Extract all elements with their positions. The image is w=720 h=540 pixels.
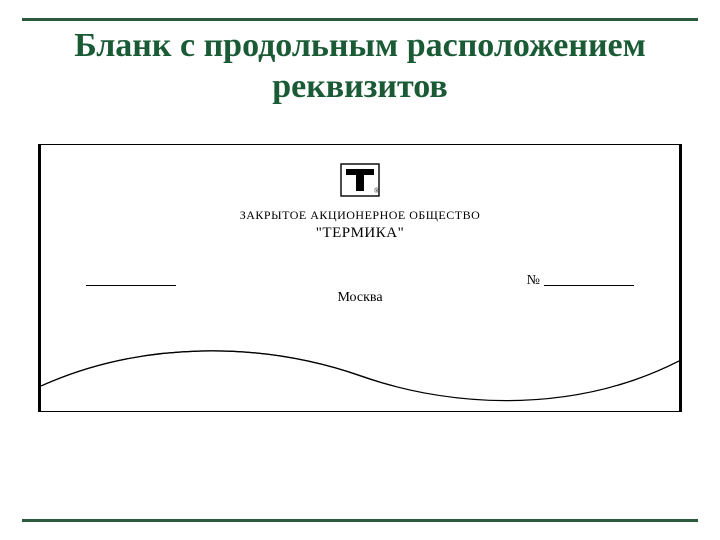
logo-container: ® <box>38 145 682 202</box>
document-inner: ® ЗАКРЫТОЕ АКЦИОНЕРНОЕ ОБЩЕСТВО "ТЕРМИКА… <box>38 145 682 411</box>
svg-text:®: ® <box>374 187 380 195</box>
torn-edge-wave <box>41 331 679 411</box>
number-underline <box>544 285 634 286</box>
organization-name: "ТЕРМИКА" <box>38 225 682 242</box>
organization-type: ЗАКРЫТОЕ АКЦИОНЕРНОЕ ОБЩЕСТВО <box>38 208 682 223</box>
document-frame: ® ЗАКРЫТОЕ АКЦИОНЕРНОЕ ОБЩЕСТВО "ТЕРМИКА… <box>38 144 682 412</box>
date-underline <box>86 285 176 286</box>
registration-line: № <box>38 273 682 293</box>
number-label: № <box>527 273 540 289</box>
company-logo-icon: ® <box>340 163 380 202</box>
